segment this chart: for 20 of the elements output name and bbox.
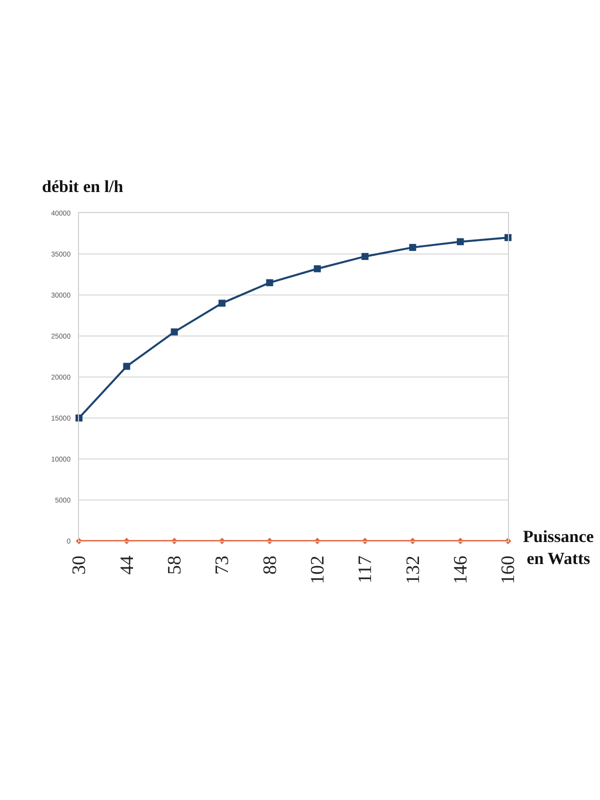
point [218,300,226,307]
x-tick-label: 88 [260,556,281,575]
point [123,362,130,370]
point [409,244,416,251]
x-tick-label: 58 [164,556,186,575]
point [362,252,368,260]
x-tick-label: 30 [69,556,90,575]
x-tick-label: 132 [402,556,424,584]
y-axis-title: débit en l/h [42,177,124,196]
x-tick-label: 102 [308,556,329,584]
point [456,238,464,246]
x-tick-label: 73 [212,556,234,575]
x-tick-label: 44 [116,555,138,575]
x-tick-label: 146 [450,556,472,584]
point [266,279,274,286]
x-axis-title: Puissance en Watts [523,527,594,568]
x-tick-label: 160 [498,556,520,584]
x-tick-label: 117 [355,556,376,584]
point [314,265,321,272]
point [170,328,178,336]
